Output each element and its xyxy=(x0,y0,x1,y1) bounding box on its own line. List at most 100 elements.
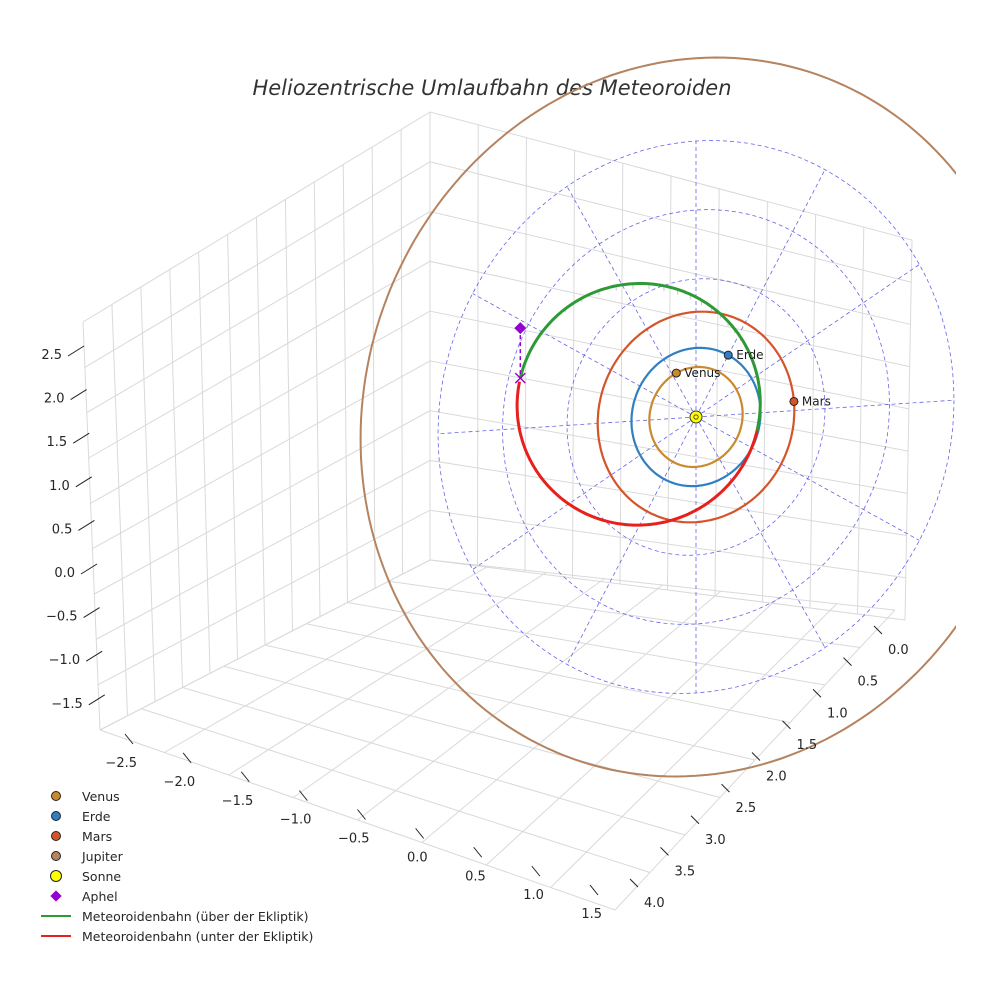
z-tick-label: −0.5 xyxy=(46,610,78,625)
chart-title: Heliozentrische Umlaufbahn des Meteoroid… xyxy=(252,76,731,100)
planet-label-erde: Erde xyxy=(736,348,763,362)
grid-line xyxy=(809,214,817,609)
sun-core xyxy=(693,414,699,420)
planet-label-venus: Venus xyxy=(684,366,720,380)
x-tick-label: 1.5 xyxy=(581,907,602,922)
x-tick-mark xyxy=(124,733,134,745)
z-tick-label: 2.5 xyxy=(41,348,62,363)
x-tick-label: −1.5 xyxy=(222,794,254,809)
y-tick-mark xyxy=(812,688,822,698)
grid-line xyxy=(82,111,913,323)
x-tick-mark xyxy=(298,790,308,801)
z-tick-mark xyxy=(72,432,90,444)
z-tick-label: 1.0 xyxy=(49,479,70,494)
ecliptic-ring xyxy=(566,278,826,556)
ecliptic-spoke xyxy=(695,399,955,418)
sun-marker xyxy=(689,410,703,424)
meteoroid-orbit-below xyxy=(515,381,759,527)
orbit-mars xyxy=(596,310,796,524)
x-tick-label: −2.0 xyxy=(164,775,196,790)
legend-item-orbit-below: Meteoroidenbahn (unter der Ekliptik) xyxy=(40,926,340,946)
grid-line xyxy=(140,286,156,702)
legend-label: Erde xyxy=(82,808,111,824)
aphel-diamond-icon xyxy=(50,890,62,902)
grid-line xyxy=(306,623,791,723)
sun-marker-icon xyxy=(50,870,62,882)
z-tick-label: −1.0 xyxy=(49,653,81,668)
grid-line xyxy=(388,580,861,648)
ecliptic-spoke xyxy=(566,416,697,665)
grid-line xyxy=(400,129,403,575)
z-tick-mark xyxy=(67,345,85,357)
grid-line xyxy=(524,137,527,573)
ecliptic-ring xyxy=(437,140,955,694)
mars-marker-icon xyxy=(51,831,61,841)
z-tick-label: 0.0 xyxy=(54,566,75,581)
grid-line xyxy=(84,161,912,368)
grid-line xyxy=(429,559,896,611)
x-tick-mark xyxy=(473,846,483,858)
x-tick-label: −1.0 xyxy=(280,813,312,828)
y-tick-label: 0.5 xyxy=(858,675,879,690)
legend-label: Mars xyxy=(82,828,113,844)
green-line-icon xyxy=(41,915,71,917)
aphel-projection-marker xyxy=(514,372,526,384)
grid-line xyxy=(572,150,576,579)
ecliptic-spoke xyxy=(695,264,920,418)
planet-venus xyxy=(671,368,681,378)
x-tick-mark xyxy=(415,828,425,839)
orbit-layer: Venus Erde Mars xyxy=(359,56,956,778)
y-tick-mark xyxy=(782,720,791,730)
grid-line xyxy=(97,509,906,686)
y-tick-label: 2.0 xyxy=(766,770,787,785)
legend: Venus Erde Mars Jupiter Sonne Aphel Mete… xyxy=(40,786,340,946)
legend-label: Venus xyxy=(82,788,120,804)
z-tick-mark xyxy=(83,607,100,619)
x-tick-label: −2.5 xyxy=(105,756,137,771)
y-tick-label: 1.5 xyxy=(797,738,818,753)
y-tick-label: 2.5 xyxy=(736,801,757,816)
grid-line xyxy=(99,559,906,731)
ecliptic-spoke xyxy=(472,293,697,418)
x-tick-label: 1.0 xyxy=(523,888,544,903)
grid-line xyxy=(227,234,238,660)
venus-marker-icon xyxy=(51,791,61,801)
grid-line xyxy=(904,239,913,621)
z-tick-mark xyxy=(85,650,103,662)
jupiter-marker-icon xyxy=(51,851,61,861)
ecliptic-spoke xyxy=(695,416,826,648)
grid-line xyxy=(371,146,376,589)
legend-item-venus: Venus xyxy=(40,786,340,806)
legend-item-sonne: Sonne xyxy=(40,866,340,886)
orbit-jupiter xyxy=(359,56,956,778)
z-tick-mark xyxy=(75,476,93,488)
legend-label: Sonne xyxy=(82,868,122,884)
axes-box-grid xyxy=(82,111,913,911)
x-tick-mark xyxy=(240,771,250,783)
red-line-icon xyxy=(41,935,71,937)
legend-label: Aphel xyxy=(82,888,118,904)
grid-line xyxy=(342,164,348,603)
x-tick-label: −0.5 xyxy=(338,832,370,847)
legend-item-erde: Erde xyxy=(40,806,340,826)
z-tick-mark xyxy=(80,563,98,575)
meteoroid-orbit-above xyxy=(518,282,762,431)
x-tick-mark xyxy=(531,865,541,877)
y-tick-mark xyxy=(751,752,761,761)
grid-line xyxy=(485,597,780,866)
legend-item-mars: Mars xyxy=(40,826,340,846)
grid-line xyxy=(169,269,183,688)
planet-mars xyxy=(789,396,799,406)
ecliptic-spoke xyxy=(695,416,920,541)
planet-label-mars: Mars xyxy=(802,394,831,408)
legend-item-orbit-above: Meteoroidenbahn (über der Ekliptik) xyxy=(40,906,340,926)
grid-line xyxy=(256,216,266,646)
x-tick-label: 0.5 xyxy=(465,869,486,884)
z-tick-label: 0.5 xyxy=(52,522,73,537)
tick-layer: 2.5 2.0 1.5 1.0 0.5 0.0 −0.5 −1.0 −1.5 −2.5 −2.0 −1… xyxy=(41,345,909,922)
y-tick-mark xyxy=(690,815,700,825)
legend-label: Jupiter xyxy=(82,848,123,864)
legend-item-jupiter: Jupiter xyxy=(40,846,340,866)
